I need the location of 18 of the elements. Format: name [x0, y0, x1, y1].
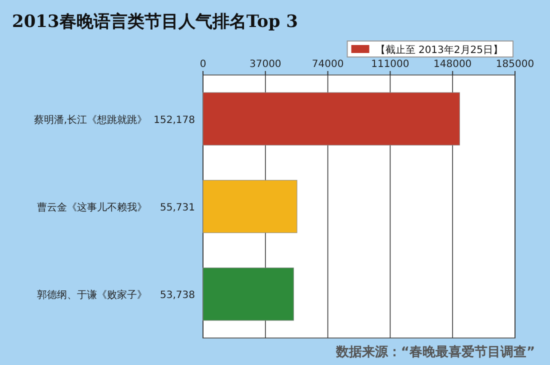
- source-note: 数据来源：“春晚最喜爱节目调查”: [334, 344, 535, 360]
- data-label: 55,731: [160, 202, 195, 214]
- y-tick-label: 郭德纲、于谦《败家子》: [37, 289, 147, 302]
- x-tick-label: 74000: [312, 59, 344, 70]
- bar: [202, 92, 460, 146]
- chart-title: 2013春晚语言类节目人气排名Top 3: [12, 12, 298, 32]
- x-tick-label: 111000: [371, 59, 410, 70]
- data-label: 152,178: [154, 114, 195, 126]
- x-tick-label: 148000: [434, 59, 472, 70]
- x-tick-label: 0: [200, 59, 206, 70]
- bar: [202, 180, 298, 234]
- bar: [202, 268, 294, 321]
- x-tick-label: 185000: [496, 59, 534, 70]
- legend-label: 【截止至 2013年2月25日】: [375, 44, 503, 56]
- x-tick-label: 37000: [249, 59, 282, 70]
- y-tick-label: 曹云金《这事儿不赖我》: [37, 202, 147, 214]
- data-label: 53,738: [160, 290, 195, 302]
- y-tick-label: 蔡明潘,长江《想跳就跳》: [34, 114, 147, 126]
